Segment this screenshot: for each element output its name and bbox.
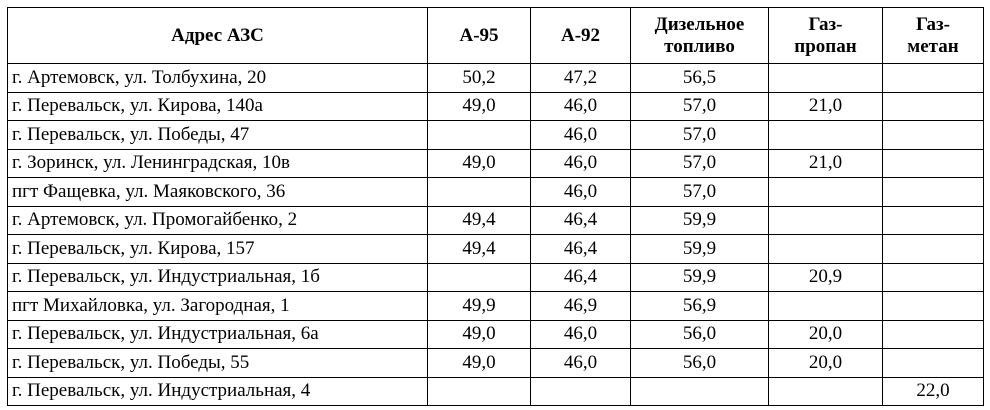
price-cell: 57,0 [630, 177, 769, 207]
price-cell: 49,0 [427, 319, 531, 349]
price-cell: 46,9 [530, 291, 631, 321]
price-cell: 46,0 [530, 91, 631, 121]
header-cell: А-92 [530, 7, 631, 64]
address-cell: г. Перевальск, ул. Индустриальная, 6а [7, 319, 428, 349]
empty-cell [427, 177, 531, 207]
empty-cell [882, 91, 984, 121]
empty-cell [882, 177, 984, 207]
address-cell: г. Перевальск, ул. Индустриальная, 1б [7, 262, 428, 292]
address-cell: пгт Михайловка, ул. Загородная, 1 [7, 291, 428, 321]
address-cell: г. Артемовск, ул. Промогайбенко, 2 [7, 205, 428, 235]
empty-cell [882, 348, 984, 378]
empty-cell [768, 234, 883, 264]
price-cell: 46,0 [530, 348, 631, 378]
header-cell: Газ- метан [882, 7, 984, 64]
table-header: Адрес АЗС А-95 А-92 Дизельное топливо Газ- п… [7, 7, 984, 64]
empty-cell [882, 262, 984, 292]
address-cell: г. Перевальск, ул. Кирова, 157 [7, 234, 428, 264]
empty-cell [882, 63, 984, 93]
price-cell: 57,0 [630, 91, 769, 121]
price-cell: 56,5 [630, 63, 769, 93]
address-cell: пгт Фащевка, ул. Маяковского, 36 [7, 177, 428, 207]
empty-cell [882, 234, 984, 264]
price-cell: 49,4 [427, 234, 531, 264]
table-row: г. Перевальск, ул. Индустриальная, 6а 49,… [7, 319, 984, 349]
table-row: г. Перевальск, ул. Победы, 47 46,0 57,0 [7, 120, 984, 150]
price-cell: 21,0 [768, 148, 883, 178]
header-cell: Газ- пропан [768, 7, 883, 64]
empty-cell [630, 376, 769, 406]
price-cell: 49,0 [427, 348, 531, 378]
empty-cell [768, 205, 883, 235]
empty-cell [530, 376, 631, 406]
address-cell: г. Перевальск, ул. Победы, 55 [7, 348, 428, 378]
price-cell: 20,0 [768, 319, 883, 349]
price-cell: 56,0 [630, 348, 769, 378]
empty-cell [882, 148, 984, 178]
empty-cell [882, 319, 984, 349]
empty-cell [768, 291, 883, 321]
empty-cell [768, 376, 883, 406]
price-cell: 46,0 [530, 319, 631, 349]
header-cell: Адрес АЗС [7, 7, 428, 64]
table-row: г. Артемовск, ул. Толбухина, 20 50,2 47,2 5… [7, 63, 984, 93]
address-cell: г. Зоринск, ул. Ленинградская, 10в [7, 148, 428, 178]
empty-cell [768, 63, 883, 93]
empty-cell [882, 120, 984, 150]
price-cell: 46,4 [530, 205, 631, 235]
empty-cell [427, 262, 531, 292]
price-cell: 49,0 [427, 91, 531, 121]
price-cell: 57,0 [630, 120, 769, 150]
table-row: г. Перевальск, ул. Кирова, 140а 49,0 46,0 5… [7, 91, 984, 121]
price-cell: 22,0 [882, 376, 984, 406]
price-cell: 49,4 [427, 205, 531, 235]
price-cell: 49,0 [427, 148, 531, 178]
price-cell: 46,0 [530, 148, 631, 178]
header-cell: Дизельное топливо [630, 7, 769, 64]
address-cell: г. Перевальск, ул. Индустриальная, 4 [7, 376, 428, 406]
empty-cell [882, 291, 984, 321]
header-cell: А-95 [427, 7, 531, 64]
table-row: г. Перевальск, ул. Кирова, 157 49,4 46,4 59… [7, 234, 984, 264]
empty-cell [427, 376, 531, 406]
price-cell: 46,4 [530, 262, 631, 292]
table-row: г. Перевальск, ул. Индустриальная, 1б 46,… [7, 262, 984, 292]
price-cell: 56,9 [630, 291, 769, 321]
price-cell: 49,9 [427, 291, 531, 321]
price-cell: 59,9 [630, 205, 769, 235]
price-cell: 50,2 [427, 63, 531, 93]
price-cell: 21,0 [768, 91, 883, 121]
address-cell: г. Артемовск, ул. Толбухина, 20 [7, 63, 428, 93]
price-cell: 46,4 [530, 234, 631, 264]
address-cell: г. Перевальск, ул. Победы, 47 [7, 120, 428, 150]
table-row: г. Зоринск, ул. Ленинградская, 10в 49,0 46… [7, 148, 984, 178]
table-body: г. Артемовск, ул. Толбухина, 20 50,2 47,2 5… [7, 63, 984, 406]
table-row: г. Перевальск, ул. Победы, 55 49,0 46,0 56,… [7, 348, 984, 378]
table-row: г. Артемовск, ул. Промогайбенко, 2 49,4 46… [7, 205, 984, 235]
header-row: Адрес АЗС А-95 А-92 Дизельное топливо Газ- п… [7, 7, 984, 64]
table-row: пгт Фащевка, ул. Маяковского, 36 46,0 57,0 [7, 177, 984, 207]
empty-cell [768, 120, 883, 150]
price-cell: 59,9 [630, 234, 769, 264]
table-row: г. Перевальск, ул. Индустриальная, 4 22,0 [7, 376, 984, 406]
empty-cell [882, 205, 984, 235]
table-row: пгт Михайловка, ул. Загородная, 1 49,9 46,… [7, 291, 984, 321]
price-cell: 56,0 [630, 319, 769, 349]
address-cell: г. Перевальск, ул. Кирова, 140а [7, 91, 428, 121]
price-cell: 20,9 [768, 262, 883, 292]
price-cell: 47,2 [530, 63, 631, 93]
empty-cell [427, 120, 531, 150]
price-cell: 46,0 [530, 120, 631, 150]
price-cell: 59,9 [630, 262, 769, 292]
price-cell: 20,0 [768, 348, 883, 378]
fuel-price-table: Адрес АЗС А-95 А-92 Дизельное топливо Газ- п… [7, 7, 984, 406]
price-cell: 57,0 [630, 148, 769, 178]
empty-cell [768, 177, 883, 207]
price-cell: 46,0 [530, 177, 631, 207]
